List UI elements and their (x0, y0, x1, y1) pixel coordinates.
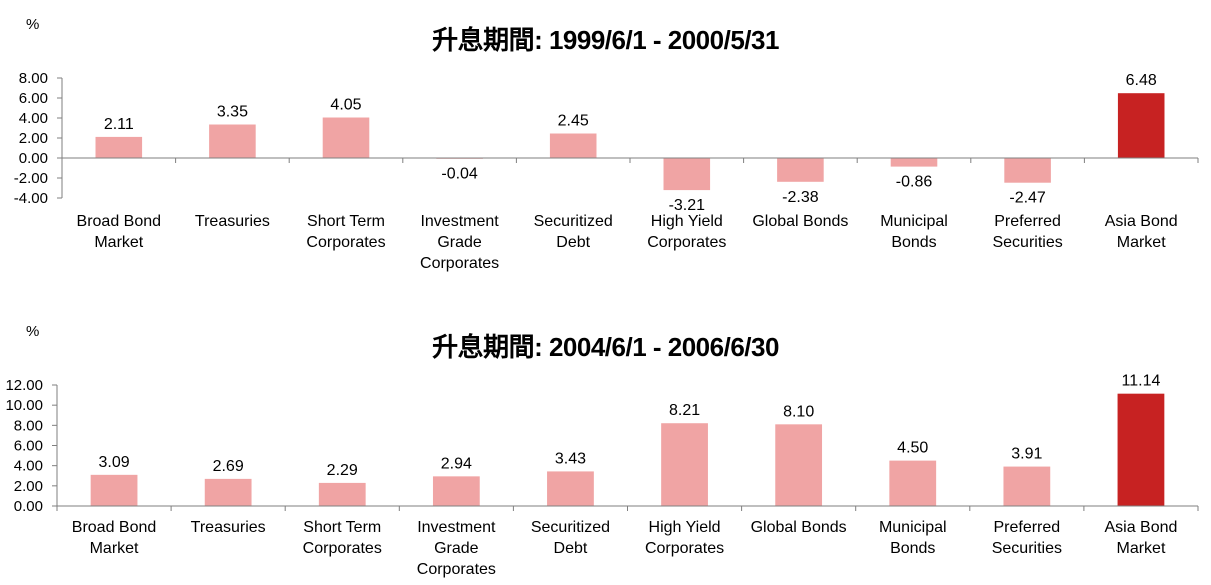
x-category-label: Asia Bond Market (1105, 213, 1178, 251)
bar (889, 460, 937, 506)
data-label: 3.09 (98, 454, 129, 471)
y-unit-label: % (26, 16, 40, 33)
data-label: 2.11 (104, 116, 134, 133)
data-label: 3.43 (555, 450, 586, 467)
x-category-label: Asia Bond Market (1104, 519, 1177, 557)
data-label: 11.14 (1122, 373, 1161, 390)
chart-1999-2000: % 升息期間: 1999/6/1 - 2000/5/31 2.11 3.35 4.0… (0, 0, 1211, 290)
y-tick-label: -4.00 (14, 190, 48, 207)
x-category-label: Investment Grade Corporates (420, 213, 499, 272)
x-category-label: Broad Bond Market (72, 519, 157, 557)
x-category-label: Preferred Securities (992, 213, 1062, 251)
y-tick-label: -2.00 (14, 170, 48, 187)
y-tick-label: 12.00 (5, 377, 43, 394)
bar (204, 478, 252, 506)
y-tick-label: 8.00 (14, 417, 43, 434)
bar (432, 476, 480, 506)
data-label: 4.05 (330, 97, 361, 114)
bar (1117, 93, 1165, 158)
bar (1003, 466, 1051, 506)
bar (663, 158, 711, 191)
x-category-label: Preferred Securities (992, 519, 1062, 557)
chart-plot: 3.09 2.69 2.29 2.94 3.43 8.21 8.10 4.50 3.91 11.1… (5, 373, 1199, 578)
x-category-label: Treasuries (195, 213, 270, 230)
x-category-label: High Yield Corporates (647, 213, 726, 251)
bar (1117, 393, 1165, 506)
bar (318, 482, 366, 506)
x-category-label: Broad Bond Market (77, 213, 162, 251)
bar (322, 117, 370, 158)
x-category-label: Securitized Debt (534, 213, 613, 251)
y-tick-label: 6.00 (14, 438, 43, 455)
x-category-label: Global Bonds (751, 519, 847, 536)
data-label: -2.47 (1009, 190, 1046, 207)
chart-plot: 2.11 3.35 4.05 -0.04 2.45 -3.21 -2.38 -0.86 -2.4… (14, 70, 1199, 272)
chart-title: 升息期間: 1999/6/1 - 2000/5/31 (432, 25, 779, 55)
bar (661, 423, 708, 506)
data-label: 6.48 (1126, 72, 1157, 89)
data-label: 2.45 (558, 113, 589, 130)
data-label: -0.86 (896, 174, 933, 191)
bar (90, 474, 138, 506)
y-tick-label: 2.00 (14, 478, 43, 495)
bar (209, 124, 256, 158)
data-label: 2.69 (213, 458, 244, 475)
x-category-label: Municipal Bonds (879, 519, 947, 557)
x-category-label: Global Bonds (752, 213, 848, 230)
y-tick-label: 4.00 (19, 110, 48, 127)
data-label: 3.91 (1011, 446, 1042, 463)
chart-title: 升息期間: 2004/6/1 - 2006/6/30 (432, 332, 779, 362)
data-label: 3.35 (217, 104, 248, 121)
data-label: -0.04 (441, 165, 478, 182)
y-tick-label: 0.00 (14, 498, 43, 515)
bar (775, 424, 823, 506)
y-tick-label: 0.00 (19, 150, 48, 167)
data-label: 8.10 (783, 403, 814, 420)
bar (1004, 158, 1051, 183)
data-label: -2.38 (782, 189, 819, 206)
y-unit-label: % (26, 323, 40, 340)
bar (890, 158, 938, 167)
data-label: 8.21 (669, 402, 700, 419)
x-category-label: Short Term Corporates (306, 213, 385, 251)
data-label: 2.94 (441, 455, 472, 472)
bar (549, 133, 597, 158)
x-category-label: Short Term Corporates (303, 519, 382, 557)
data-label: -3.21 (669, 197, 706, 214)
y-tick-label: 10.00 (5, 397, 43, 414)
x-category-label: Treasuries (191, 519, 266, 536)
x-category-label: Investment Grade Corporates (417, 519, 496, 578)
bar (777, 158, 824, 182)
x-category-label: Municipal Bonds (880, 213, 948, 251)
y-tick-label: 2.00 (19, 130, 48, 147)
data-label: 4.50 (897, 440, 928, 457)
bar (547, 471, 594, 506)
x-category-label: Securitized Debt (531, 519, 610, 557)
y-tick-label: 8.00 (19, 70, 48, 87)
x-category-label: High Yield Corporates (645, 519, 724, 557)
y-tick-label: 6.00 (19, 90, 48, 107)
y-tick-label: 4.00 (14, 458, 43, 475)
bar (95, 136, 143, 158)
data-label: 2.29 (327, 462, 358, 479)
chart-2004-2006: % 升息期間: 2004/6/1 - 2006/6/30 3.09 2.69 2.2… (0, 295, 1211, 585)
